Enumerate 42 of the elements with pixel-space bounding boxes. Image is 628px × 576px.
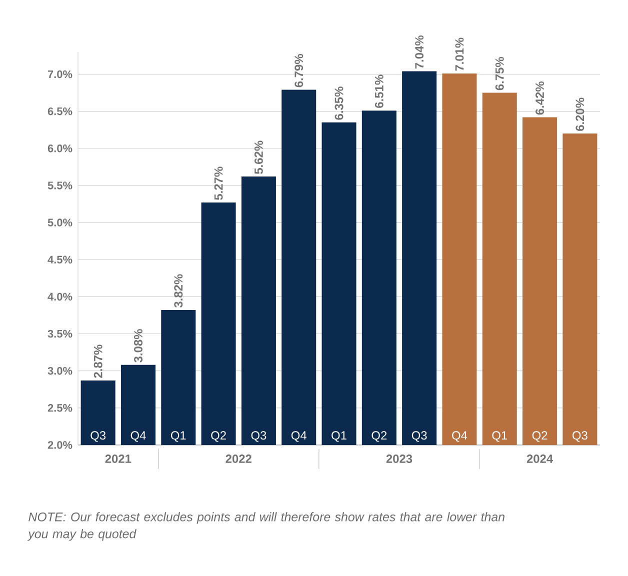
data-label: 6.75%	[495, 56, 504, 90]
data-label: 2.87%	[94, 344, 102, 378]
x-tick-label: Q4	[130, 431, 146, 442]
y-tick-label: 6.5%	[48, 107, 72, 116]
text: NOTE: Our forecast excludes points and will therefore show rates that are lower than you may be quoted	[28, 512, 504, 541]
y-tick-label: 7.0%	[48, 70, 72, 78]
data-label: 6.35%	[334, 86, 344, 120]
y-tick-label: 2.5%	[48, 404, 72, 412]
text: 2023	[386, 454, 412, 463]
data-label: 7.04%	[415, 35, 424, 69]
x-tick-label: Q3	[90, 431, 106, 442]
x-tick-label: Q4	[452, 431, 468, 442]
data-label: 3.08%	[134, 329, 142, 362]
y-tick-label: 4.0%	[48, 292, 72, 301]
x-tick-label: Q2	[372, 431, 387, 442]
data-label: 6.20%	[576, 98, 584, 131]
x-tick-label: Q1	[170, 431, 186, 442]
text: 2024	[526, 454, 553, 463]
data-label: 6.79%	[294, 54, 304, 88]
x-tick-label: Q2	[211, 431, 226, 442]
y-tick-label: 2.0%	[48, 441, 72, 449]
x-tick-label: Q4	[291, 431, 306, 442]
y-tick-label: 3.5%	[48, 330, 72, 338]
text: 2022	[226, 454, 252, 463]
data-label: 6.42%	[536, 81, 544, 115]
text: 2021	[105, 454, 132, 463]
x-tick-label: Q1	[332, 431, 346, 442]
y-tick-label: 3.0%	[48, 366, 72, 375]
data-label: 7.01%	[455, 38, 464, 71]
data-label: 5.62%	[254, 140, 263, 174]
data-label: 3.82%	[174, 274, 183, 308]
x-tick-label: Q3	[251, 431, 266, 442]
x-tick-label: Q3	[572, 431, 588, 442]
y-tick-label: 4.5%	[48, 256, 72, 264]
y-tick-label: 5.0%	[48, 218, 72, 226]
x-tick-label: Q2	[532, 431, 548, 442]
y-tick-label: 5.5%	[48, 182, 72, 190]
y-tick-label: 6.0%	[48, 144, 72, 152]
x-tick-label: Q3	[412, 431, 427, 442]
data-label: 5.27%	[214, 166, 223, 200]
data-label: 6.51%	[374, 74, 384, 108]
x-tick-label: Q1	[492, 431, 508, 442]
